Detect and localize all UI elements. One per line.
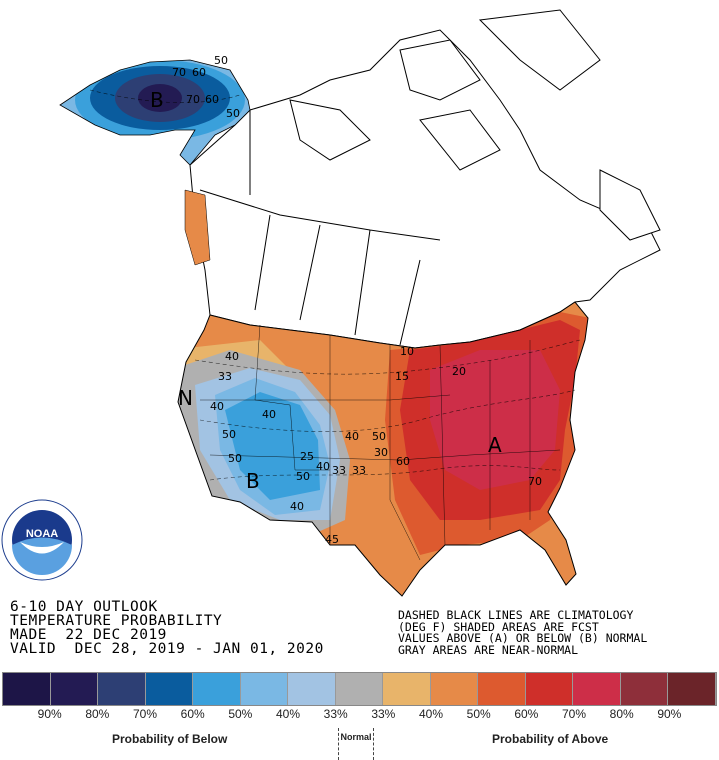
legend-swatch xyxy=(478,673,526,705)
legend-tick: 40% xyxy=(418,707,444,721)
outlook-map: 40 33 40 50 50 40 25 40 33 33 50 40 45 4… xyxy=(1,9,661,597)
legend-tick: 60% xyxy=(180,707,205,721)
legend-tick: 80% xyxy=(609,707,634,721)
note-line: VALUES ABOVE (A) OR BELOW (B) NORMAL xyxy=(398,631,648,645)
legend-swatch xyxy=(50,673,99,705)
contour-label: 50 xyxy=(372,430,386,443)
legend-tick: 50% xyxy=(466,707,491,721)
legend-swatch xyxy=(98,673,146,705)
legend-swatch xyxy=(240,673,289,705)
contour-label: 50 xyxy=(214,54,228,67)
legend-ticks: 90% 80% 70% 60% 50% 40% 33% 33% 40% 50% 60% 70% 80% 9… xyxy=(0,707,719,723)
contour-label: 50 xyxy=(226,107,240,120)
alaska-outline xyxy=(59,59,251,166)
contour-label: 70 xyxy=(528,475,542,488)
contour-label: 40 xyxy=(345,430,359,443)
contour-label: 70 xyxy=(172,66,186,79)
legend-swatch xyxy=(620,673,669,705)
legend-tick: 33% xyxy=(371,707,396,721)
legend-swatch xyxy=(525,673,574,705)
contour-label: 15 xyxy=(395,370,409,383)
noaa-logo-text: NOAA xyxy=(26,528,58,540)
noaa-logo: NOAA xyxy=(1,499,83,581)
contour-label: 33 xyxy=(332,464,346,477)
contour-label: 50 xyxy=(228,452,242,465)
legend-tick: 70% xyxy=(561,707,587,721)
above-caption: Probability of Above xyxy=(492,732,609,746)
contour-label: 50 xyxy=(296,470,310,483)
contour-label: 40 xyxy=(210,400,224,413)
legend-swatch xyxy=(430,673,479,705)
contour-label: 25 xyxy=(300,450,314,463)
legend-swatch xyxy=(193,673,241,705)
legend-tick: 60% xyxy=(514,707,539,721)
outlook-title: 6-10 DAY OUTLOOK xyxy=(10,599,158,615)
probability-legend xyxy=(2,672,717,706)
legend-tick: 40% xyxy=(275,707,301,721)
outlook-header: 6-10 DAY OUTLOOK TEMPERATURE PROBABILITY M… xyxy=(10,599,324,657)
legend-swatch xyxy=(145,673,194,705)
near-normal-marker: N xyxy=(178,386,193,410)
legend-swatch xyxy=(573,673,621,705)
legend-swatch xyxy=(335,673,384,705)
bc-coast-forecast xyxy=(184,189,211,266)
contour-label: 30 xyxy=(374,446,388,459)
us-outline xyxy=(177,301,589,597)
contour-label: 50 xyxy=(222,428,236,441)
note-line: GRAY AREAS ARE NEAR-NORMAL xyxy=(398,642,579,657)
legend-tick: 90% xyxy=(37,707,62,721)
outlook-subtitle: TEMPERATURE PROBABILITY xyxy=(10,613,223,629)
contour-label: 33 xyxy=(352,464,366,477)
contour-label: 40 xyxy=(225,350,239,363)
legend-swatch xyxy=(383,673,431,705)
contour-labels: 40 33 40 50 50 40 25 40 33 33 50 40 45 4… xyxy=(150,54,542,546)
contour-label: 40 xyxy=(262,408,276,421)
below-caption: Probability of Below xyxy=(112,732,228,746)
contour-label: 40 xyxy=(290,500,304,513)
contour-label: 70 xyxy=(186,93,200,106)
contour-label: 45 xyxy=(325,533,339,546)
legend-tick: 80% xyxy=(85,707,110,721)
west-below-marker: B xyxy=(246,469,260,493)
legend-swatch xyxy=(3,673,51,705)
canada-outline xyxy=(189,9,661,349)
legend-tick: 50% xyxy=(228,707,253,721)
map-notes: DASHED BLACK LINES ARE CLIMATOLOGY (DEG F… xyxy=(398,608,648,657)
legend-swatch xyxy=(288,673,336,705)
contour-label: 20 xyxy=(452,365,466,378)
contour-label: 60 xyxy=(205,93,219,106)
state-lines xyxy=(200,324,561,561)
note-line: DASHED BLACK LINES ARE CLIMATOLOGY xyxy=(398,608,634,622)
legend-swatch xyxy=(668,673,716,705)
normal-caption: Normal xyxy=(338,728,374,760)
east-above-marker: A xyxy=(488,433,502,457)
contour-label: 40 xyxy=(316,460,330,473)
alaska-below-marker: B xyxy=(150,88,164,112)
legend-tick: 70% xyxy=(132,707,158,721)
note-line: (DEG F) SHADED AREAS ARE FCST xyxy=(398,619,599,634)
contour-label: 10 xyxy=(400,345,414,358)
contour-label: 33 xyxy=(218,370,232,383)
climatology-contours xyxy=(89,89,581,481)
contour-label: 60 xyxy=(396,455,410,468)
legend-tick: 33% xyxy=(323,707,348,721)
valid-range: VALID DEC 28, 2019 - JAN 01, 2020 xyxy=(10,641,324,657)
legend-tick: 90% xyxy=(657,707,682,721)
made-date: MADE 22 DEC 2019 xyxy=(10,627,167,643)
contour-label: 60 xyxy=(192,66,206,79)
